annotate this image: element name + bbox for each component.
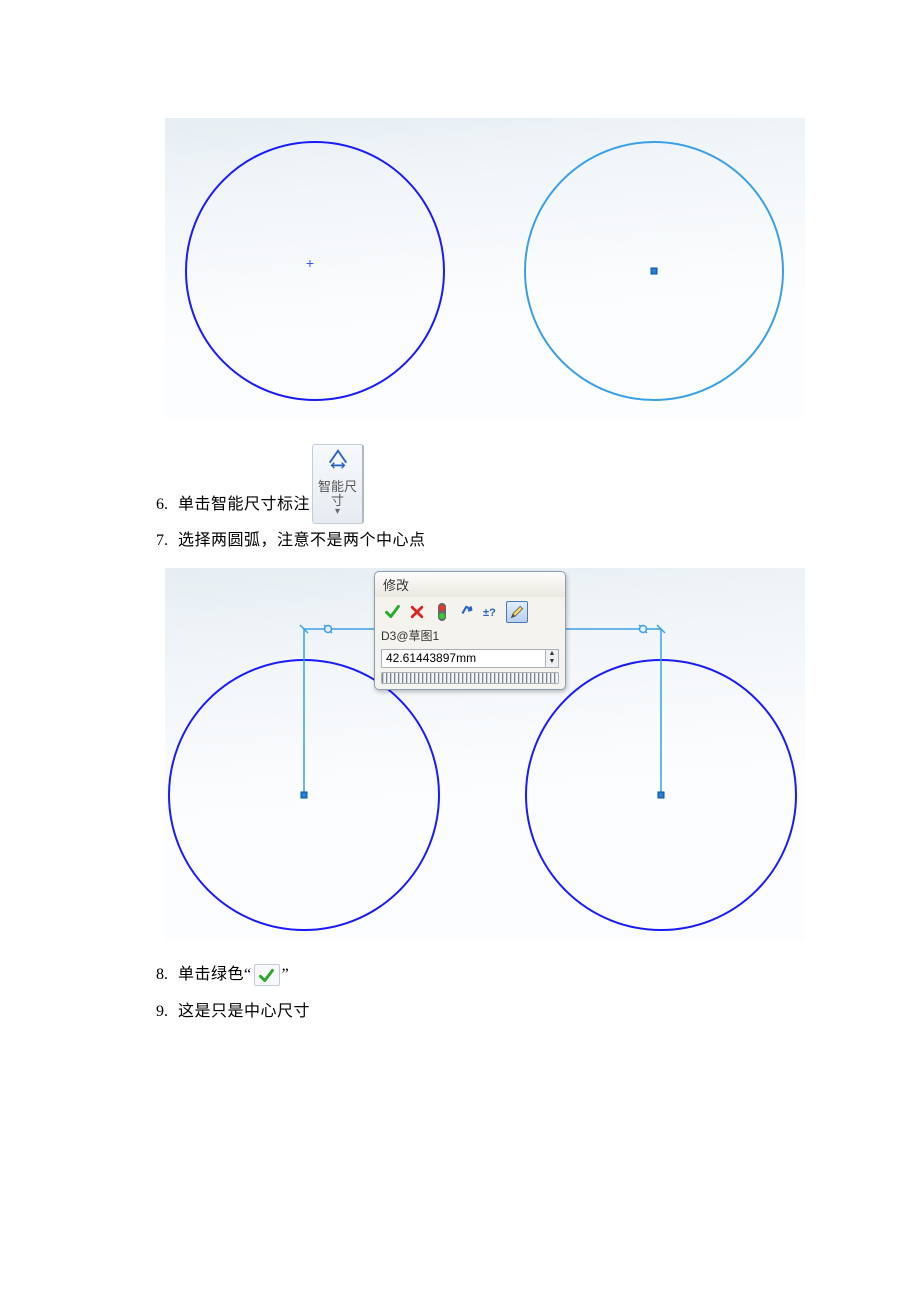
figure-dimension-dialog: 修改 ±? D [165,568,805,940]
svg-text:±?: ±? [483,607,496,619]
inline-check-button [254,964,280,986]
step-8: 8. 单击绿色“ ” [140,962,810,988]
step-number: 6. [140,492,168,518]
center-plus-icon: + [306,255,314,271]
step-9: 9. 这是只是中心尺寸 [140,999,810,1025]
step-prefix: 单击绿色“ [178,966,252,983]
step-7: 7. 选择两圆弧，注意不是两个中心点 [140,528,810,554]
smart-dim-label: 智能尺 [318,479,357,494]
figure-two-circles: + [165,118,805,418]
traffic-icon [436,603,448,621]
rebuild-button[interactable] [431,601,453,623]
plusminus-icon: ±? [483,604,502,620]
step-text: 这是只是中心尺寸 [178,999,310,1025]
cancel-button[interactable] [406,601,428,623]
circle-left [185,141,445,401]
center-square-icon [301,791,308,798]
step-text: 选择两圆弧，注意不是两个中心点 [178,528,426,554]
dimension-ruler[interactable] [381,672,559,684]
step-number: 7. [140,528,168,554]
center-square-icon [651,268,658,275]
accept-button[interactable] [381,601,403,623]
step-number: 9. [140,999,168,1025]
step-6: 6. 单击智能尺寸标注 智能尺寸 ▾ [140,438,810,518]
check-icon [384,603,401,620]
step-text: 单击绿色“ ” [178,962,289,988]
step-text: 单击智能尺寸标注 [178,492,310,518]
mark-button[interactable] [506,601,528,623]
modify-dimension-dialog: 修改 ±? D [374,571,566,690]
check-icon [258,967,275,984]
reverse-icon [459,603,476,620]
dropdown-icon[interactable]: ▾ [313,504,362,520]
dimension-value-input[interactable] [381,649,546,668]
dialog-toolbar: ±? [375,597,565,626]
smart-dimension-icon [327,448,349,470]
dimension-spinner[interactable]: ▲▼ [546,649,559,668]
tolerance-button[interactable]: ±? [481,601,503,623]
center-square-icon [658,791,665,798]
step-suffix: ” [282,966,290,983]
dialog-title: 修改 [375,572,565,597]
step-number: 8. [140,962,168,988]
smart-dimension-button[interactable]: 智能尺寸 ▾ [312,444,364,524]
pencil-icon [509,604,525,620]
reverse-button[interactable] [456,601,478,623]
cross-icon [409,604,425,620]
dimension-name-field[interactable]: D3@草图1 [375,626,565,647]
